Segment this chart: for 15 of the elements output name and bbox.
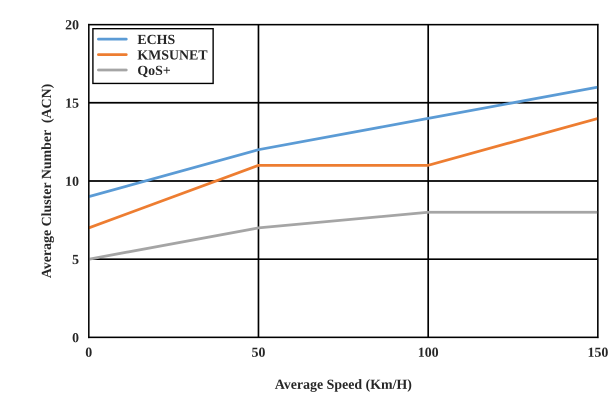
y-tick-label: 0 bbox=[72, 333, 78, 342]
x-axis-title: Average Speed (Km/H) bbox=[274, 379, 412, 392]
legend-label: QoS+ bbox=[138, 66, 170, 78]
legend-label: KMSUNET bbox=[138, 50, 208, 60]
y-axis-title: Average Cluster Number (ACN) bbox=[41, 84, 54, 278]
y-tick-label: 15 bbox=[66, 98, 79, 108]
x-tick-label: 0 bbox=[86, 348, 92, 357]
x-tick-label: 150 bbox=[588, 348, 608, 357]
y-tick-label: 5 bbox=[72, 254, 79, 264]
y-tick-label: 10 bbox=[66, 176, 78, 186]
line-series bbox=[88, 86, 598, 198]
x-tick-label: 100 bbox=[418, 348, 438, 357]
legend-label: ECHS bbox=[138, 34, 175, 44]
y-tick-label: 20 bbox=[66, 20, 78, 30]
x-tick-label: 50 bbox=[252, 348, 265, 357]
